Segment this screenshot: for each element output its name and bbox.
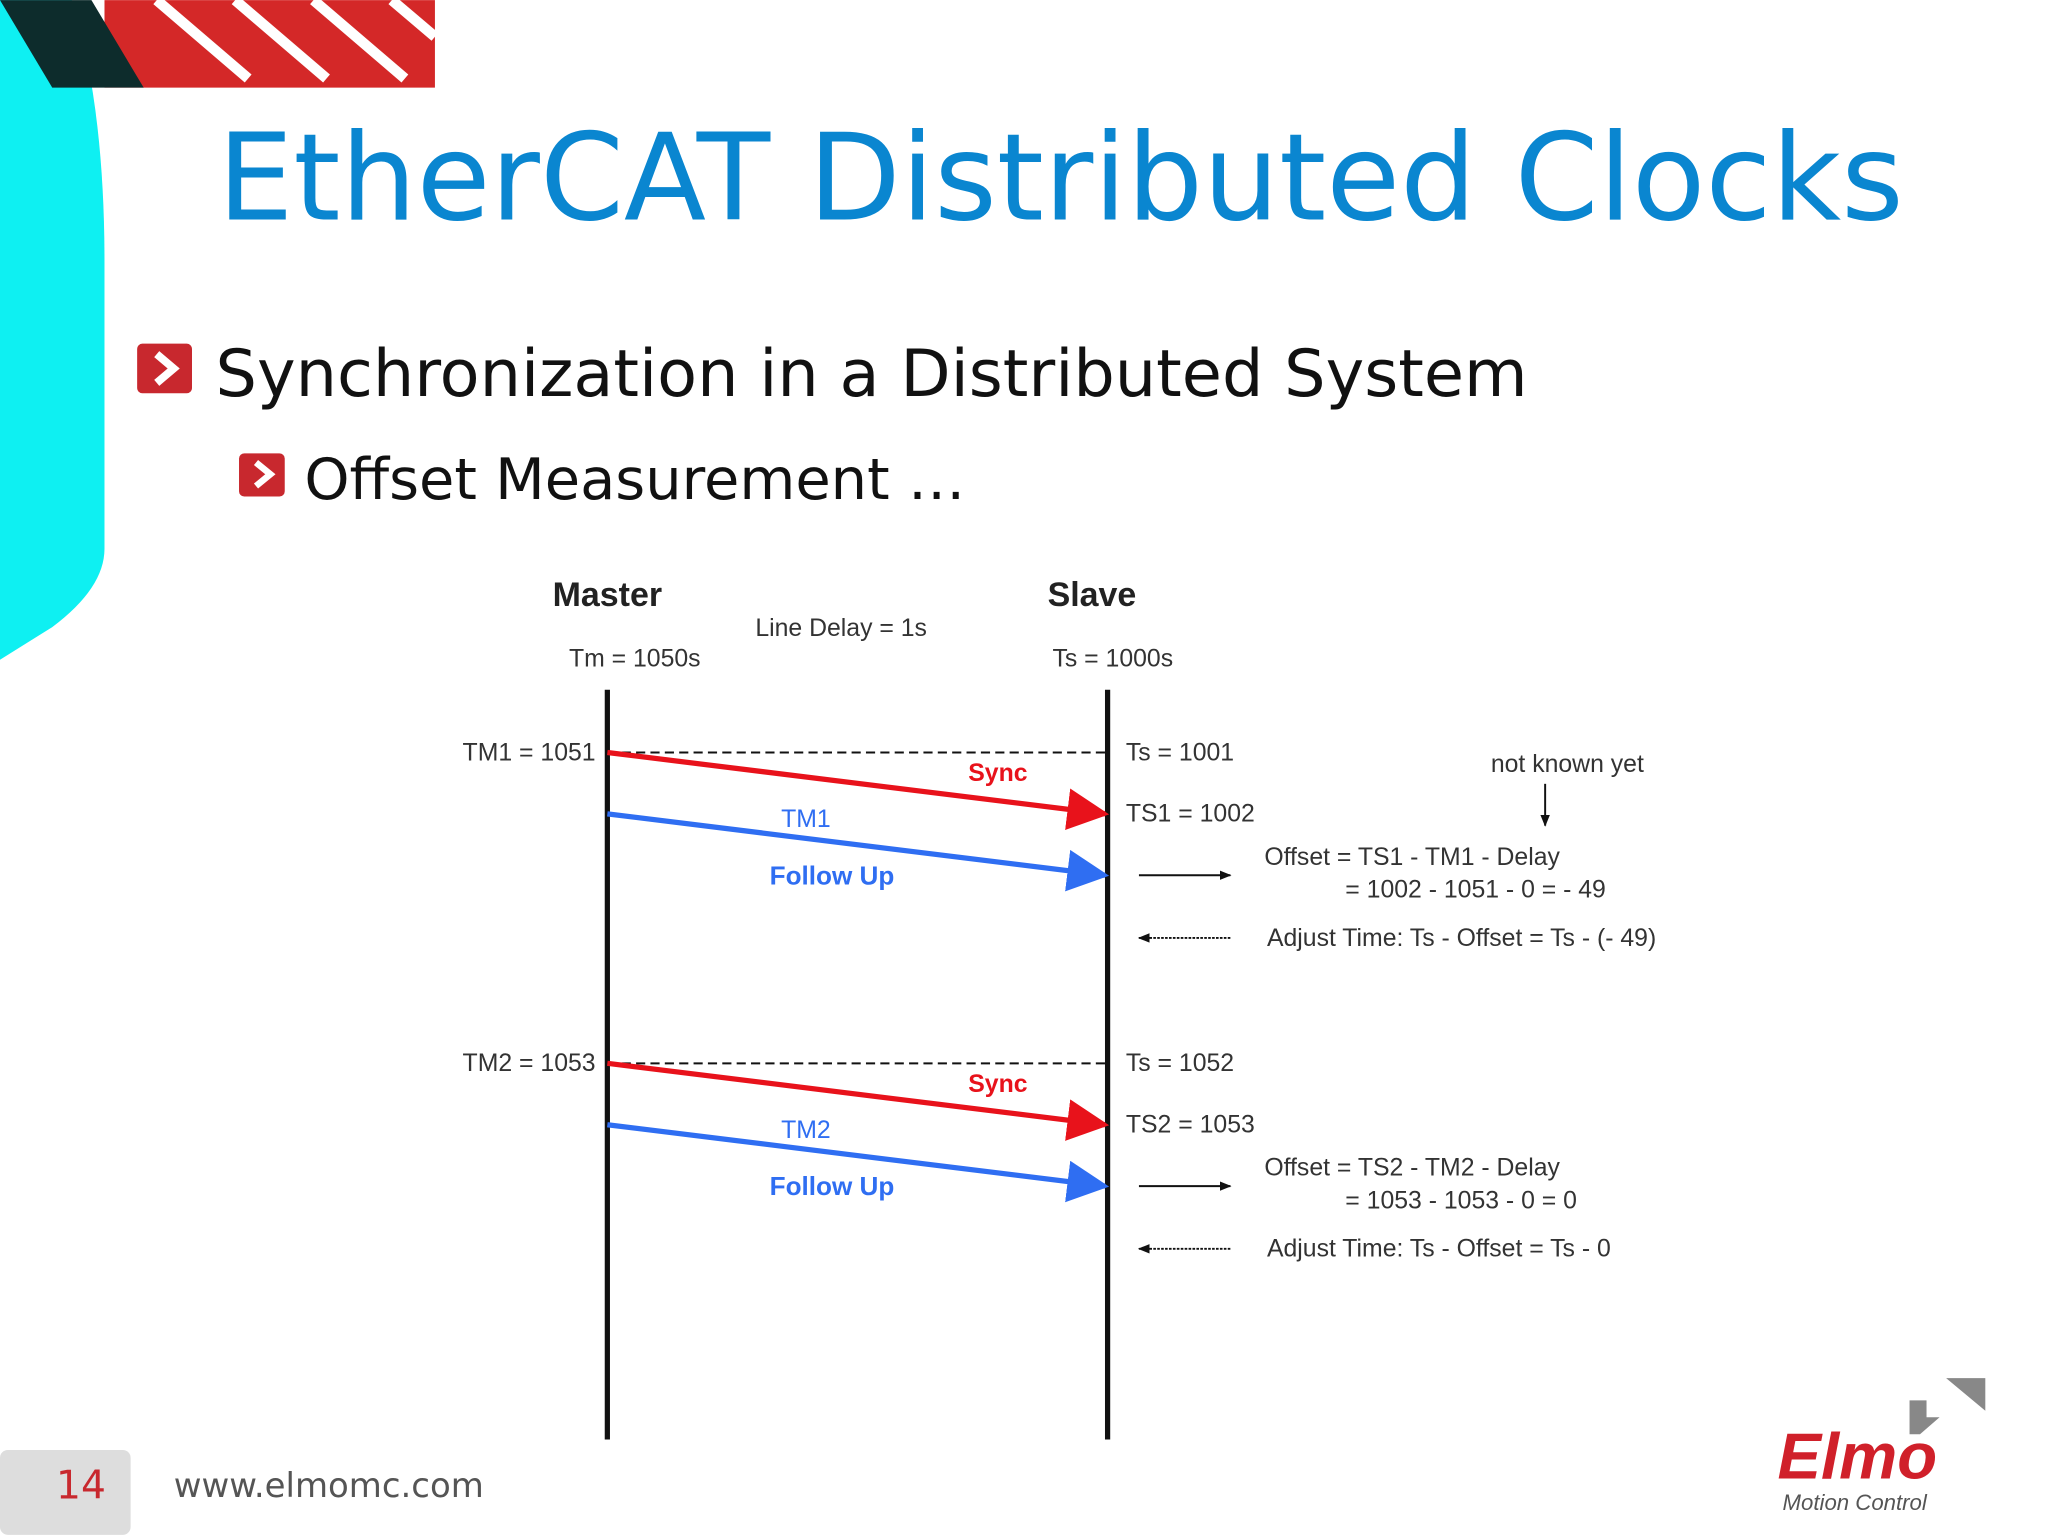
slave-label: Slave (1048, 576, 1137, 614)
follow-up-label: Follow Up (770, 1171, 895, 1201)
master-label: Master (553, 576, 662, 614)
offset-formula: Offset = TS2 - TM2 - Delay (1264, 1155, 1560, 1182)
diagram: Master Slave Line Delay = 1s Tm = 1050s … (463, 576, 1656, 1440)
bullet: Synchronization in a Distributed System (216, 336, 1528, 412)
page-tab (0, 1449, 131, 1535)
slave-receive: TS2 = 1053 (1126, 1112, 1255, 1139)
slave-receive: TS1 = 1002 (1126, 801, 1255, 828)
follow-up-label: Follow Up (770, 860, 895, 890)
line-delay: Line Delay = 1s (755, 615, 927, 642)
sync-label: Sync (968, 1071, 1027, 1098)
bullet-icon (239, 453, 285, 497)
offset-formula: Offset = TS1 - TM1 - Delay (1264, 844, 1560, 871)
footer-url: www.elmomc.com (174, 1466, 484, 1506)
sync-label: Sync (968, 760, 1027, 787)
slave-timestamp: Ts = 1052 (1126, 1050, 1234, 1077)
slave-timestamp: Ts = 1001 (1126, 739, 1234, 766)
tm-label: TM1 (781, 806, 831, 833)
master-timestamp: TM1 = 1051 (463, 739, 596, 766)
bullet-chevron (154, 351, 180, 386)
logo: Elmo (1777, 1420, 1937, 1493)
page-number: 14 (56, 1463, 106, 1508)
side-decoration (0, 0, 105, 660)
bullet-chevron (253, 459, 276, 489)
follow-up-arrow (607, 811, 1110, 892)
slide-title: EtherCAT Distributed Clocks (217, 109, 1903, 249)
sync-arrow (607, 1060, 1110, 1141)
adjust-time: Adjust Time: Ts - Offset = Ts - (- 49) (1267, 925, 1656, 952)
sync-arrow (607, 749, 1110, 831)
logo-tagline: Motion Control (1783, 1490, 1928, 1515)
master-time: Tm = 1050s (569, 645, 701, 672)
offset-result: = 1002 - 1051 - 0 = - 49 (1345, 876, 1606, 903)
bullet-icon (137, 343, 192, 394)
slave-time: Ts = 1000s (1053, 645, 1174, 672)
adjust-time: Adjust Time: Ts - Offset = Ts - 0 (1267, 1236, 1611, 1263)
master-timestamp: TM2 = 1053 (463, 1050, 596, 1077)
sub-bullet: Offset Measurement … (304, 446, 965, 513)
corner-stripes (0, 0, 439, 88)
offset-result: = 1053 - 1053 - 0 = 0 (1345, 1187, 1577, 1214)
follow-up-arrow (607, 1122, 1110, 1203)
not-known: not known yet (1491, 751, 1644, 778)
logo-mark (1909, 1378, 1986, 1435)
tm-label: TM2 (781, 1117, 831, 1144)
